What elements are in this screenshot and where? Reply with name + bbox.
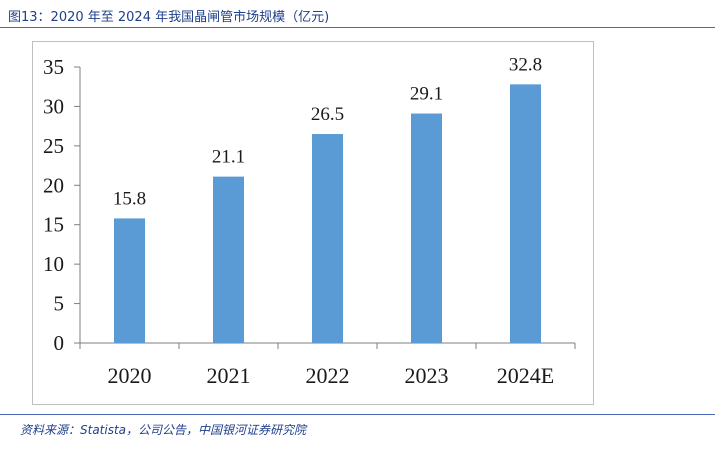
data-label: 29.1	[410, 84, 443, 105]
bar	[510, 84, 541, 343]
bar	[312, 134, 343, 343]
data-label: 32.8	[509, 54, 542, 75]
bar	[411, 113, 442, 343]
data-label: 21.1	[212, 147, 245, 168]
y-tick-label: 20	[43, 173, 64, 197]
y-tick-label: 35	[43, 55, 64, 79]
x-tick-label: 2020	[108, 363, 152, 388]
bottom-divider	[0, 414, 715, 415]
y-tick-label: 30	[43, 94, 64, 118]
x-tick-label: 2022	[306, 363, 350, 388]
x-tick-label: 2024E	[497, 363, 554, 388]
x-tick-label: 2023	[405, 363, 449, 388]
bar	[114, 218, 145, 343]
source-note: 资料来源：Statista，公司公告，中国银河证券研究院	[20, 423, 307, 437]
y-tick-label: 5	[54, 292, 65, 316]
data-label: 15.8	[113, 188, 146, 209]
y-tick-label: 0	[54, 331, 65, 355]
top-divider	[0, 27, 715, 28]
x-tick-label: 2021	[207, 363, 251, 388]
y-tick-label: 10	[43, 252, 64, 276]
figure-title: 图13：2020 年至 2024 年我国晶闸管市场规模（亿元)	[8, 10, 330, 25]
bar	[213, 176, 244, 343]
y-tick-label: 25	[43, 134, 64, 158]
data-label: 26.5	[311, 104, 344, 125]
y-tick-label: 15	[43, 213, 64, 237]
